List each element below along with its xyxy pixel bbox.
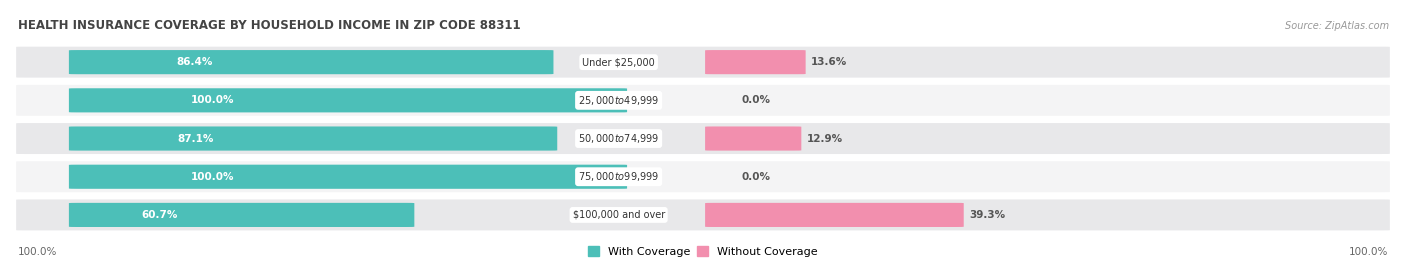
FancyBboxPatch shape [17, 47, 1391, 78]
FancyBboxPatch shape [706, 203, 963, 227]
Text: 100.0%: 100.0% [1348, 246, 1388, 257]
Text: $25,000 to $49,999: $25,000 to $49,999 [578, 94, 659, 107]
Text: 100.0%: 100.0% [191, 172, 235, 182]
Text: Source: ZipAtlas.com: Source: ZipAtlas.com [1285, 21, 1389, 31]
Text: $75,000 to $99,999: $75,000 to $99,999 [578, 170, 659, 183]
Text: 100.0%: 100.0% [191, 95, 235, 105]
FancyBboxPatch shape [17, 161, 1391, 192]
FancyBboxPatch shape [69, 203, 415, 227]
Text: 86.4%: 86.4% [176, 57, 212, 67]
Legend: With Coverage, Without Coverage: With Coverage, Without Coverage [588, 246, 818, 257]
Text: 87.1%: 87.1% [177, 133, 214, 144]
FancyBboxPatch shape [69, 50, 554, 74]
FancyBboxPatch shape [706, 126, 801, 151]
Text: 0.0%: 0.0% [742, 172, 770, 182]
Text: HEALTH INSURANCE COVERAGE BY HOUSEHOLD INCOME IN ZIP CODE 88311: HEALTH INSURANCE COVERAGE BY HOUSEHOLD I… [18, 19, 520, 32]
FancyBboxPatch shape [69, 126, 557, 151]
Text: 12.9%: 12.9% [807, 133, 844, 144]
FancyBboxPatch shape [17, 85, 1391, 116]
Text: 100.0%: 100.0% [18, 246, 58, 257]
FancyBboxPatch shape [17, 123, 1391, 154]
Text: 60.7%: 60.7% [141, 210, 177, 220]
Text: 39.3%: 39.3% [969, 210, 1005, 220]
Text: Under $25,000: Under $25,000 [582, 57, 655, 67]
FancyBboxPatch shape [69, 165, 627, 189]
FancyBboxPatch shape [706, 50, 806, 74]
Text: 0.0%: 0.0% [742, 95, 770, 105]
Text: $50,000 to $74,999: $50,000 to $74,999 [578, 132, 659, 145]
FancyBboxPatch shape [69, 88, 627, 112]
Text: $100,000 and over: $100,000 and over [572, 210, 665, 220]
FancyBboxPatch shape [17, 199, 1391, 231]
Text: 13.6%: 13.6% [811, 57, 848, 67]
